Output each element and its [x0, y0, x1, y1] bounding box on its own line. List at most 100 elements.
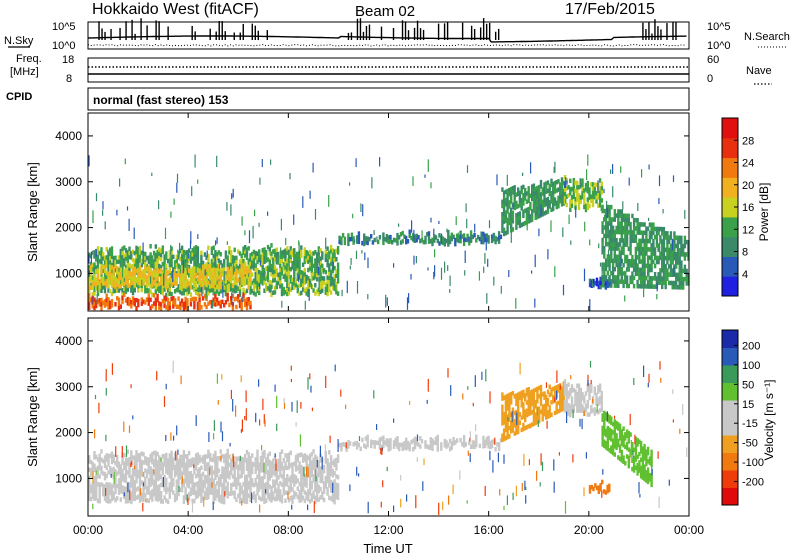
- velocity-cell: [308, 486, 312, 492]
- power-cell: [604, 285, 607, 290]
- velocity-cell: [595, 400, 598, 406]
- power-cell: [147, 277, 150, 282]
- velocity-cell: [258, 466, 261, 472]
- power-cell: [201, 285, 205, 290]
- velocity-cell: [137, 486, 140, 491]
- power-scatter-echo: [298, 242, 300, 255]
- velocity-cell: [287, 489, 291, 495]
- power-cell: [88, 297, 91, 302]
- velocity-cell: [179, 471, 182, 476]
- velocity-cell: [186, 482, 189, 488]
- power-cell: [597, 191, 600, 196]
- velocity-cell: [193, 461, 196, 467]
- power-cell: [272, 261, 275, 267]
- power-cell: [105, 247, 108, 252]
- velocity-cell: [366, 442, 369, 448]
- power-cell: [615, 246, 618, 251]
- velocity-cell: [389, 446, 392, 451]
- velocity-cell: [184, 491, 187, 496]
- power-cell: [631, 271, 634, 276]
- power-scatter-echo: [88, 269, 90, 275]
- velocity-cell: [214, 496, 217, 501]
- power-cell: [548, 200, 551, 205]
- velocity-cell: [513, 431, 516, 436]
- velocity-cell: [536, 390, 539, 396]
- velocity-cell: [638, 451, 641, 457]
- power-cell: [669, 268, 673, 273]
- power-cell: [678, 285, 681, 290]
- power-cell: [249, 265, 252, 270]
- velocity-cell: [103, 463, 107, 468]
- power-cell: [282, 249, 285, 255]
- velocity-cell: [233, 482, 236, 487]
- power-cell: [175, 277, 178, 282]
- power-cell: [527, 219, 530, 224]
- velocity-cell: [504, 435, 508, 441]
- power-cell: [662, 272, 666, 277]
- velocity-cell: [570, 400, 574, 406]
- velocity-cell: [256, 474, 259, 479]
- power-cell: [226, 270, 229, 276]
- power-cell: [683, 239, 687, 245]
- power-cell: [678, 260, 681, 265]
- velocity-cell: [543, 403, 546, 409]
- power-cell: [314, 291, 317, 296]
- velocity-cell: [193, 490, 196, 496]
- power-cell: [506, 201, 509, 206]
- velocity-cell: [618, 436, 622, 441]
- velocity-cell: [490, 439, 494, 445]
- power-cell: [149, 277, 152, 282]
- velocity-cell: [187, 463, 191, 468]
- velocity-cell: [93, 463, 96, 468]
- power-cell: [653, 251, 657, 256]
- power-cell: [121, 254, 124, 260]
- power-cell: [412, 237, 415, 242]
- power-cell: [331, 248, 335, 253]
- power-cell: [207, 280, 210, 285]
- velocity-cell: [504, 411, 508, 416]
- power-cell: [180, 273, 184, 278]
- velocity-cell: [244, 454, 247, 459]
- velocity-cell: [548, 409, 551, 414]
- velocity-cell: [576, 391, 579, 397]
- power-cell: [224, 250, 228, 255]
- velocity-cell: [315, 497, 319, 503]
- power-cell: [242, 293, 245, 298]
- velocity-cell: [312, 449, 315, 454]
- velocity-cell: [128, 481, 131, 487]
- power-cell: [588, 278, 592, 284]
- power-cell: [522, 221, 525, 227]
- power-cell: [613, 250, 616, 255]
- velocity-cell: [191, 473, 194, 479]
- power-cell: [154, 244, 157, 249]
- velocity-cell: [159, 499, 163, 504]
- power-cell: [240, 261, 243, 267]
- power-cell: [620, 250, 623, 255]
- power-cell: [124, 289, 128, 294]
- power-cell: [191, 274, 194, 280]
- velocity-cell: [247, 452, 250, 457]
- power-cell: [333, 257, 336, 263]
- power-cell: [559, 190, 562, 196]
- velocity-cell: [133, 455, 136, 460]
- colorbar-swatch: [722, 137, 738, 159]
- velocity-cell: [93, 480, 96, 485]
- velocity-cell: [151, 493, 154, 498]
- velocity-cell: [603, 418, 606, 424]
- colorbar-tick-label: 20: [742, 180, 754, 192]
- velocity-cell: [613, 423, 616, 428]
- power-cell: [581, 186, 584, 192]
- power-cell: [510, 195, 513, 200]
- power-cell: [494, 239, 497, 245]
- velocity-cell: [494, 447, 497, 452]
- power-cell: [502, 231, 506, 237]
- power-scatter-echo: [648, 217, 650, 221]
- power-cell: [159, 306, 163, 311]
- power-scatter-echo: [215, 240, 217, 246]
- power-cell: [231, 302, 235, 307]
- power-cell: [194, 253, 198, 258]
- velocity-cell: [237, 493, 240, 498]
- power-cell: [550, 182, 553, 188]
- velocity-cell: [591, 408, 595, 413]
- power-cell: [541, 207, 544, 213]
